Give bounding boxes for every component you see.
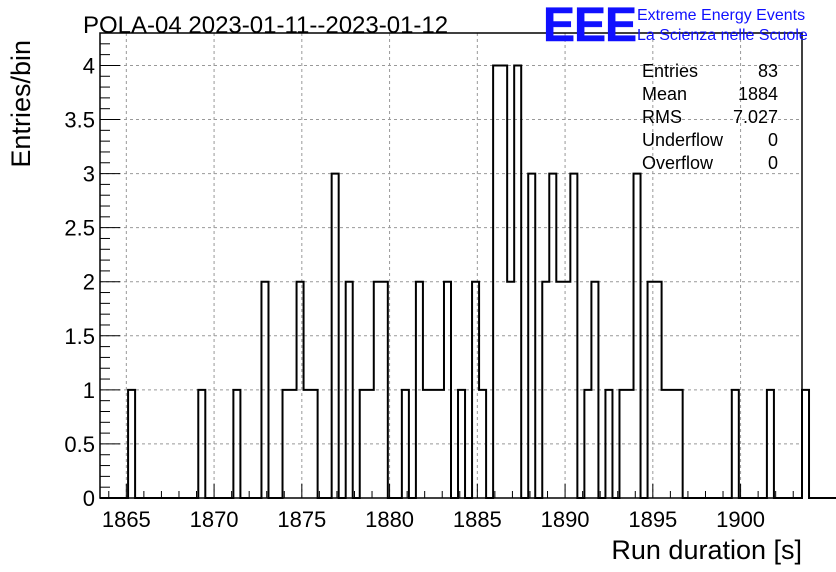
x-tick-label: 1885 <box>453 507 502 532</box>
y-tick-label: 0.5 <box>64 432 95 457</box>
histogram-bin <box>297 282 304 498</box>
histogram-bin <box>605 390 612 498</box>
stats-box: Entries 83 Mean 1884 RMS 7.027 Underflow 0 Overf… <box>642 61 778 173</box>
x-tick-label: 1890 <box>541 507 590 532</box>
eee-logo-line1: Extreme Energy Events <box>637 7 805 24</box>
histogram-bin <box>304 390 311 498</box>
histogram-bin <box>402 390 409 498</box>
histogram-bin <box>423 390 430 498</box>
histogram-bin <box>233 390 240 498</box>
histogram-bin <box>444 282 451 498</box>
histogram-bin <box>346 282 353 498</box>
stats-label: Underflow <box>642 130 724 150</box>
histogram-bin <box>367 390 374 498</box>
x-tick-label: 1865 <box>102 507 151 532</box>
histogram-bin <box>381 282 388 498</box>
histogram-bin <box>198 390 205 498</box>
histogram-bin <box>676 390 683 498</box>
histogram-bin <box>430 390 437 498</box>
histogram-bin <box>542 282 549 498</box>
histogram-bin <box>507 282 514 498</box>
histogram-bin <box>619 390 626 498</box>
histogram-bin <box>563 282 570 498</box>
histogram-bin <box>648 282 655 498</box>
y-tick-label: 3 <box>83 162 95 187</box>
histogram-bin <box>549 174 556 498</box>
eee-logo-mark: EEE <box>543 0 636 52</box>
histogram-bin <box>570 174 577 498</box>
histogram-bin <box>493 65 500 498</box>
chart-title: POLA-04 2023-01-11--2023-01-12 <box>83 12 448 39</box>
x-tick-label: 1880 <box>365 507 414 532</box>
x-tick-label: 1900 <box>716 507 765 532</box>
stats-label: RMS <box>642 107 682 127</box>
histogram-bin <box>732 390 739 498</box>
stats-label: Entries <box>642 61 698 81</box>
histogram-bin <box>627 390 634 498</box>
y-tick-label: 4 <box>83 53 95 78</box>
histogram-bin <box>479 390 486 498</box>
axis-ticks: 1865 1870 1875 1880 1885 1890 1895 1900 0 0.5 1 1.5… <box>64 32 794 532</box>
histogram-bin <box>332 174 339 498</box>
histogram-bin <box>584 390 591 498</box>
y-tick-label: 0 <box>83 486 95 511</box>
stats-value: 0 <box>768 153 778 173</box>
histogram-bin <box>514 65 521 498</box>
histogram-bin <box>283 390 290 498</box>
histogram-bin <box>767 390 774 498</box>
stats-value: 1884 <box>738 84 778 104</box>
histogram-bin <box>591 282 598 498</box>
stats-value: 7.027 <box>733 107 778 127</box>
histogram-bin <box>360 390 367 498</box>
histogram-bin <box>556 282 563 498</box>
eee-logo: EEE Extreme Energy Events La Scienza nel… <box>543 0 808 52</box>
y-tick-label: 1.5 <box>64 324 95 349</box>
histogram-bin <box>662 390 669 498</box>
histogram-bin <box>634 174 641 498</box>
histogram-bin <box>290 390 297 498</box>
stats-value: 83 <box>758 61 778 81</box>
histogram-bin <box>458 390 465 498</box>
histogram-bin <box>802 390 809 498</box>
eee-logo-line2: La Scienza nelle Scuole <box>637 27 808 44</box>
stats-value: 0 <box>768 130 778 150</box>
stats-label: Mean <box>642 84 687 104</box>
histogram-bin <box>472 282 479 498</box>
x-axis-label: Run duration [s] <box>611 535 802 565</box>
histogram-bin <box>261 282 268 498</box>
histogram-bin <box>655 282 662 498</box>
x-tick-label: 1875 <box>277 507 326 532</box>
histogram-bin <box>437 390 444 498</box>
y-tick-label: 2.5 <box>64 216 95 241</box>
x-tick-label: 1870 <box>190 507 239 532</box>
plot-frame-border <box>99 32 803 499</box>
histogram-bin <box>416 282 423 498</box>
y-tick-label: 3.5 <box>64 108 95 133</box>
histogram-bin <box>311 390 318 498</box>
y-axis-label: Entries/bin <box>6 40 36 168</box>
histogram-bin <box>528 174 535 498</box>
histogram-bin <box>500 65 507 498</box>
plot-frame <box>99 32 803 499</box>
y-tick-label: 1 <box>83 378 95 403</box>
histogram-bin <box>374 282 381 498</box>
stats-label: Overflow <box>642 153 714 173</box>
histogram-bin <box>128 390 135 498</box>
y-tick-label: 2 <box>83 270 95 295</box>
histogram-bin <box>669 390 676 498</box>
x-tick-label: 1895 <box>628 507 677 532</box>
